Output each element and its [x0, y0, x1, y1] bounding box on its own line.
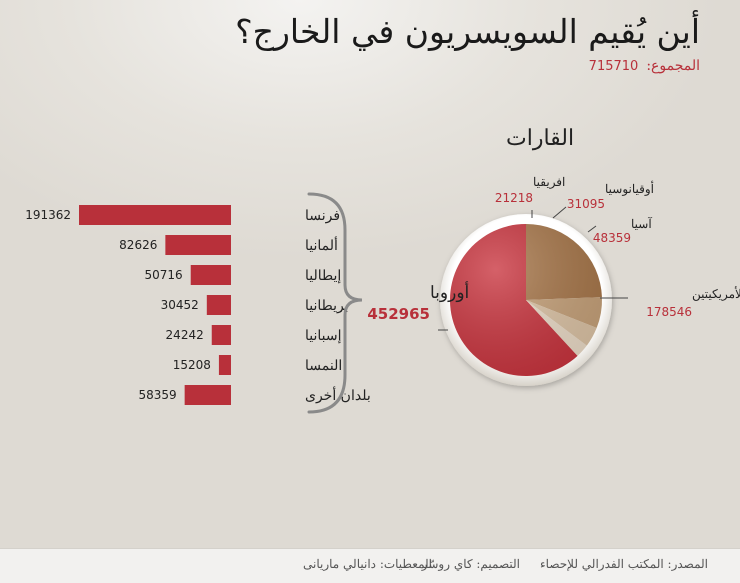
- bar-value-label: 58359: [138, 388, 176, 402]
- bar-value-label: 50716: [145, 268, 183, 282]
- pie-slice-label: آسيا: [631, 216, 652, 231]
- bar-category-label: النمسا: [305, 358, 342, 374]
- continents-title: القارات: [506, 126, 575, 151]
- bar-value-label: 191362: [25, 208, 71, 222]
- pie-slice-label: أوقيانوسيا: [605, 181, 654, 196]
- bar: [190, 265, 231, 285]
- bar-category-label: إيطاليا: [305, 268, 341, 284]
- bar-category-label: إسبانيا: [305, 328, 342, 344]
- pie-slice-value: 31095: [567, 197, 605, 211]
- bar: [165, 235, 231, 255]
- design-credit: التصميم: كاي روسّر: [421, 557, 520, 571]
- pie-slice-value: 48359: [593, 231, 631, 245]
- pie-slice-value: 452965: [367, 305, 430, 323]
- data-credit: المعطيات: دانيالي ماريانى: [303, 557, 432, 571]
- total-row: المجموع: 715710: [589, 58, 700, 74]
- total-label: المجموع:: [646, 58, 700, 74]
- bar-category-label: بريطانيا: [305, 298, 349, 314]
- bar-category-label: فرنسا: [305, 208, 340, 224]
- bar-category-label: ألمانيا: [305, 235, 338, 254]
- bar-value-label: 15208: [173, 358, 211, 372]
- leader-line: [587, 225, 597, 233]
- bar: [184, 385, 231, 405]
- bar: [79, 205, 231, 225]
- bar: [218, 355, 231, 375]
- charts-svg: 191362 فرنسا 82626 ألمانيا 50716 إيطاليا 30452…: [25, 175, 740, 414]
- bar-value-label: 82626: [119, 238, 157, 252]
- pie-shading: [450, 224, 602, 376]
- brace: [307, 192, 363, 414]
- pie-slice-label: افريقيا: [533, 175, 565, 189]
- page-title: أين يُقيم السويسريون في الخارج؟: [235, 12, 700, 51]
- bar: [211, 325, 231, 345]
- bar-value-label: 24242: [166, 328, 204, 342]
- pie-slice-label: أوروبا: [430, 281, 469, 303]
- pie-slice-value: 178546: [646, 305, 692, 319]
- bar-category-label: بلدان أخرى: [305, 385, 371, 404]
- leader-line: [552, 206, 567, 219]
- bar: [206, 295, 231, 315]
- footer: المصدر: المكتب الفدرالي للإحصاء التصميم:…: [0, 548, 740, 583]
- source-credit: المصدر: المكتب الفدرالي للإحصاء: [540, 557, 708, 571]
- pie-slice-value: 21218: [495, 191, 533, 205]
- bar-value-label: 30452: [161, 298, 199, 312]
- pie-slice-label: الأمريكيتين: [692, 286, 740, 301]
- total-value: 715710: [588, 59, 639, 74]
